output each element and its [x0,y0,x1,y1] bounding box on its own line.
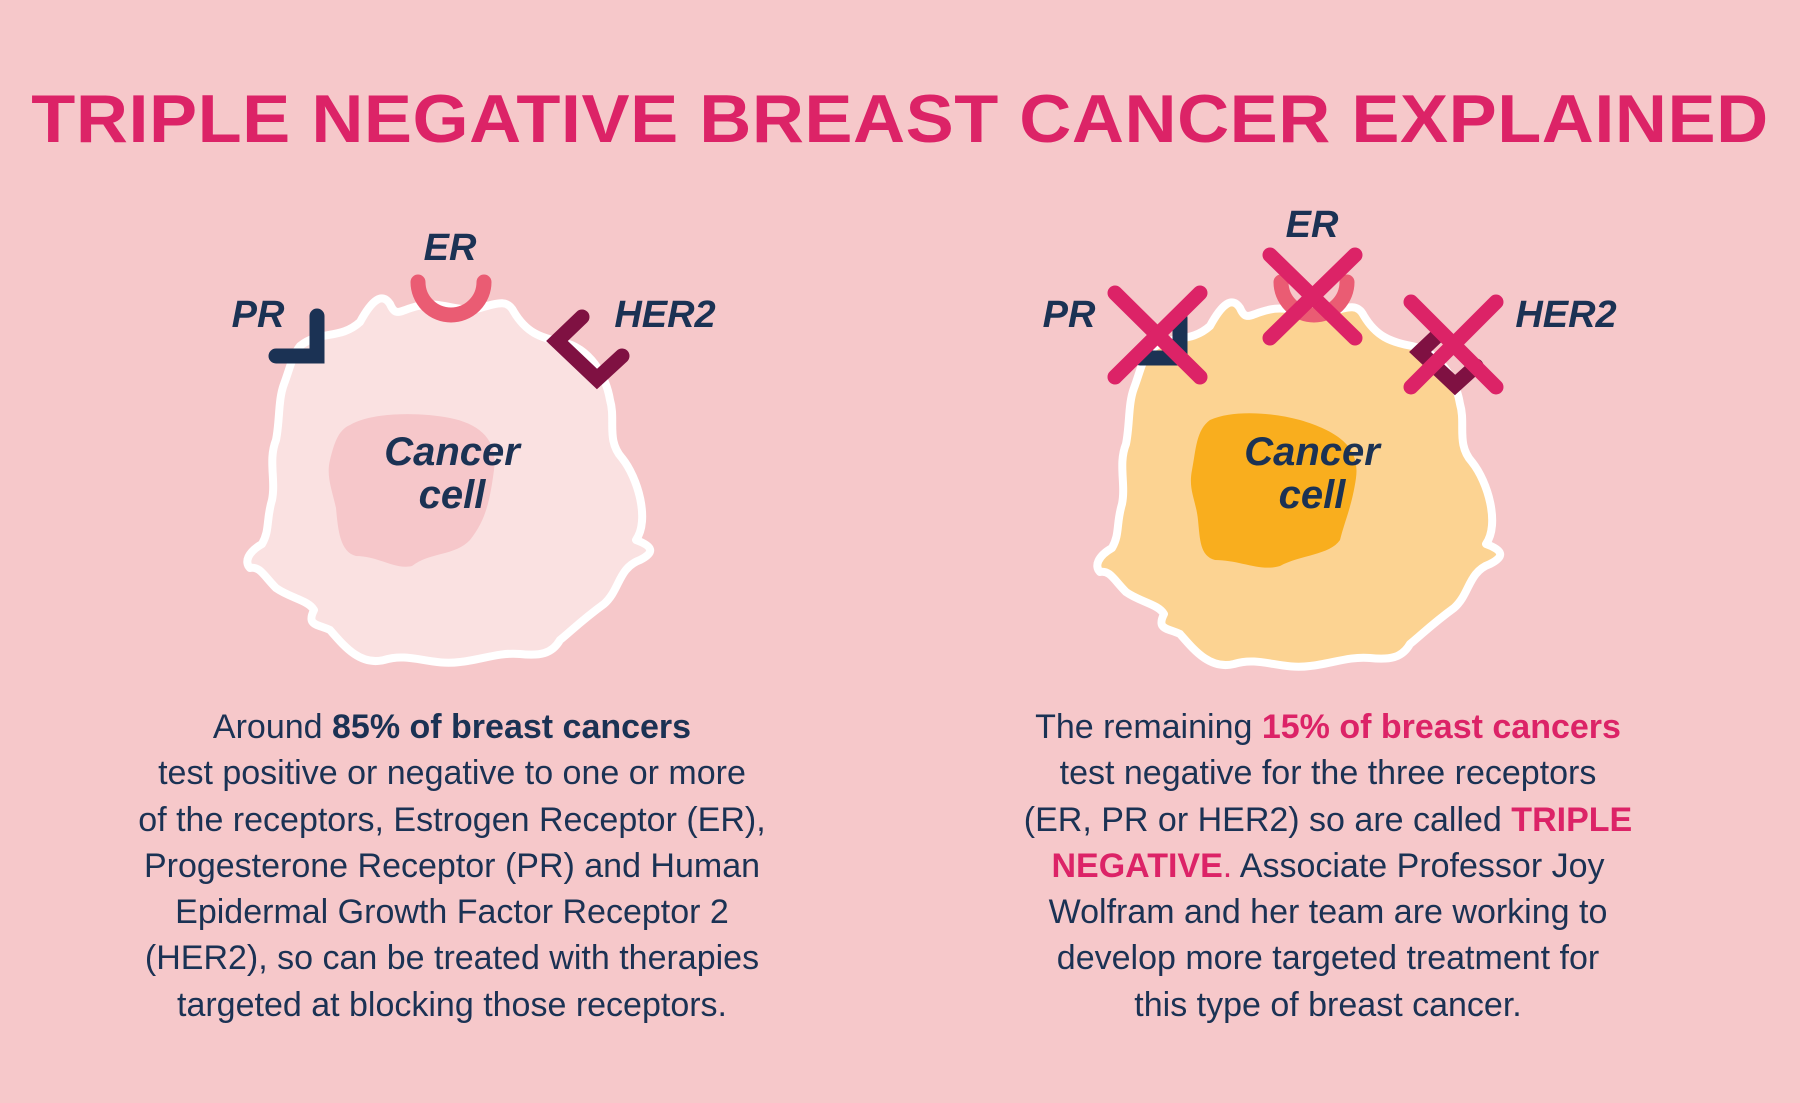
left-cell-label-line1: Cancer [384,430,522,474]
right-line-6: develop more targeted treatment for [1056,939,1600,978]
left-line-6: (HER2), so can be treated with therapies [144,939,760,978]
right-line-4: NEGATIVE. Associate Professor Joy [1051,846,1605,885]
left-cell-nucleus [328,414,495,567]
left-pr-receptor-icon [268,308,325,364]
right-er-cross-icon [1262,247,1363,346]
right-cancer-cell: ER PR HER2 Cancer cell [1043,204,1617,671]
right-description: The remaining 15% of breast cancers test… [968,704,1688,1028]
right-line-5: Wolfram and her team are working to [1048,893,1608,932]
right-er-label: ER [1286,204,1339,246]
right-pr-label: PR [1043,294,1096,336]
right-highlight-negative: NEGATIVE [1051,846,1223,885]
left-her2-receptor-icon [546,309,630,390]
right-er-receptor-icon [1273,274,1355,323]
right-line-7: this type of breast cancer. [1134,985,1522,1024]
left-line-7: targeted at blocking those receptors. [177,985,727,1024]
right-her2-cross-icon [1403,294,1504,395]
right-cell-nucleus [1190,413,1357,568]
right-her2-label: HER2 [1515,294,1616,336]
left-line-3: of the receptors, Estrogen Receptor (ER)… [138,800,766,839]
page-title: TRIPLE NEGATIVE BREAST CANCER EXPLAINED [31,81,1769,157]
right-cell-label-line2: cell [1279,473,1347,517]
left-line-4: Progesterone Receptor (PR) and Human [143,846,761,885]
right-highlight-triple: TRIPLE [1511,800,1633,839]
left-er-label: ER [424,227,477,269]
left-er-receptor-icon [410,274,492,323]
left-line-5: Epidermal Growth Factor Receptor 2 [175,893,729,932]
left-her2-label: HER2 [614,294,715,336]
left-pr-label: PR [232,294,285,336]
left-line-1: Around 85% of breast cancers [212,708,692,746]
right-pr-cross-icon [1107,285,1208,385]
right-line-2: test negative for the three receptors [1059,754,1597,793]
left-line-2: test positive or negative to one or more [158,754,746,793]
right-line-1: The remaining 15% of breast cancers [1035,708,1621,746]
left-cancer-cell: ER PR HER2 Cancer cell [232,227,716,667]
right-line-3: (ER, PR or HER2) so are called TRIPLE [1023,800,1633,839]
left-cell-label-line2: cell [419,473,487,517]
right-highlight-15-percent: 15% of breast cancers [1261,708,1621,746]
right-cell-label-line1: Cancer [1244,430,1382,474]
left-highlight-85-percent: 85% of breast cancers [332,708,692,746]
left-description: Around 85% of breast cancers test positi… [92,704,812,1028]
